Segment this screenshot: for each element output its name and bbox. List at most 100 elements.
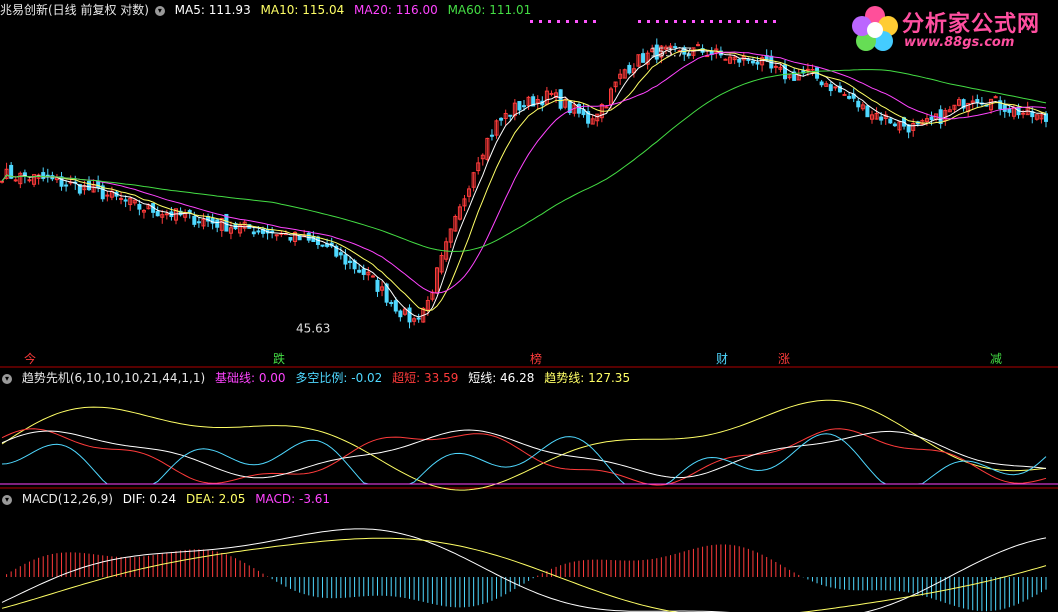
settings-circle-icon[interactable]: ▾ xyxy=(154,5,165,16)
candle-body xyxy=(178,210,183,216)
candle-body xyxy=(343,254,348,265)
candle-body xyxy=(196,221,201,224)
candle-body xyxy=(993,96,998,99)
candle-body xyxy=(215,219,220,228)
event-tag: 跌 xyxy=(273,351,285,366)
candle-body xyxy=(164,213,169,216)
macd-name[interactable]: MACD(12,26,9) xyxy=(21,492,113,506)
signal-dot xyxy=(764,20,767,23)
trend-indicator-panel xyxy=(0,399,1058,491)
signal-dot xyxy=(719,20,722,23)
ma20-label: MA20: 116.00 xyxy=(354,3,438,17)
chart-markers: 153.77 45.63 今 跌 榜 财 涨 减 xyxy=(24,20,1002,366)
signal-dot xyxy=(530,20,533,23)
candle-body xyxy=(792,71,797,81)
candle-body xyxy=(522,105,526,108)
candle-body xyxy=(549,92,554,95)
candle-body xyxy=(224,213,229,232)
indicator-header: ▾ 趋势先机(6,10,10,10,21,44,1,1) 基础线: 0.00 多… xyxy=(2,370,636,386)
candle-body xyxy=(64,184,69,187)
candle-body xyxy=(645,52,650,65)
super-short-label: 超短: 33.59 xyxy=(392,371,459,385)
high-price-label: 153.77 xyxy=(650,46,692,60)
candle-body xyxy=(348,260,352,263)
candle-body xyxy=(1021,112,1026,115)
candle-body xyxy=(132,199,137,204)
candle-body xyxy=(503,113,508,120)
ma20-line xyxy=(1,51,1047,294)
signal-dot xyxy=(674,20,677,23)
candle-body xyxy=(334,245,339,257)
candle-body xyxy=(750,60,755,64)
candle-body xyxy=(961,99,966,109)
candle-body xyxy=(957,99,961,106)
signal-dot xyxy=(746,20,749,23)
candle-body xyxy=(778,66,783,70)
candle-body xyxy=(192,215,197,225)
candle-body xyxy=(407,307,412,323)
candle-body xyxy=(489,134,494,137)
signal-dot xyxy=(773,20,776,23)
candle-body xyxy=(847,95,852,99)
candle-body xyxy=(558,89,563,109)
candle-body xyxy=(201,218,206,227)
candle-body xyxy=(457,206,462,220)
candle-body xyxy=(425,299,430,311)
candle-body xyxy=(833,86,838,89)
settings-circle-icon[interactable]: ▾ xyxy=(2,494,12,505)
candles xyxy=(0,38,1048,329)
candle-body xyxy=(338,252,343,256)
indicator-name[interactable]: 趋势先机(6,10,10,10,21,44,1,1) xyxy=(21,371,206,385)
candle-body xyxy=(641,53,646,63)
candle-body xyxy=(512,102,517,117)
macd-value-label: MACD: -3.61 xyxy=(255,492,331,506)
candle-body xyxy=(402,308,407,315)
candle-body xyxy=(105,194,110,197)
signal-dot xyxy=(692,20,695,23)
candle-body xyxy=(650,48,655,53)
candle-body xyxy=(554,92,559,99)
ma5-label: MA5: 111.93 xyxy=(174,3,251,17)
candle-body xyxy=(975,99,980,103)
candle-body xyxy=(929,116,934,121)
candle-body xyxy=(860,104,865,110)
candle-body xyxy=(526,96,531,107)
signal-dot xyxy=(647,20,650,23)
macd-panel xyxy=(1,528,1047,612)
candle-body xyxy=(293,231,298,242)
candle-body xyxy=(686,53,691,56)
short-line-label: 短线: 46.28 xyxy=(468,371,535,385)
candle-body xyxy=(398,310,403,318)
candle-body xyxy=(100,185,105,200)
candle-body xyxy=(1044,113,1048,122)
candle-body xyxy=(219,218,224,231)
stock-title[interactable]: 兆易创新(日线 前复权 对数) xyxy=(0,3,149,17)
candle-body xyxy=(746,58,751,61)
candle-body xyxy=(888,118,893,124)
settings-circle-icon[interactable]: ▾ xyxy=(2,373,12,384)
candle-body xyxy=(375,279,380,292)
candle-body xyxy=(760,57,765,66)
candle-body xyxy=(824,83,829,87)
candle-body xyxy=(636,54,641,67)
candle-body xyxy=(389,302,394,305)
candle-body xyxy=(494,120,499,136)
candle-body xyxy=(59,176,64,187)
candle-body xyxy=(476,162,481,172)
candle-body xyxy=(696,44,700,47)
candle-body xyxy=(654,44,659,60)
super-short-line xyxy=(1,428,1047,486)
candle-body xyxy=(590,118,595,125)
candle-body xyxy=(856,100,861,108)
candle-body xyxy=(128,197,133,206)
dea-line xyxy=(1,537,1047,612)
candle-body xyxy=(366,271,371,276)
signal-dot xyxy=(701,20,704,23)
candle-body xyxy=(659,45,664,58)
candle-body xyxy=(837,85,842,93)
candle-body xyxy=(274,234,279,237)
candle-body xyxy=(874,113,879,120)
candle-body xyxy=(256,230,261,233)
candle-body xyxy=(535,99,540,104)
